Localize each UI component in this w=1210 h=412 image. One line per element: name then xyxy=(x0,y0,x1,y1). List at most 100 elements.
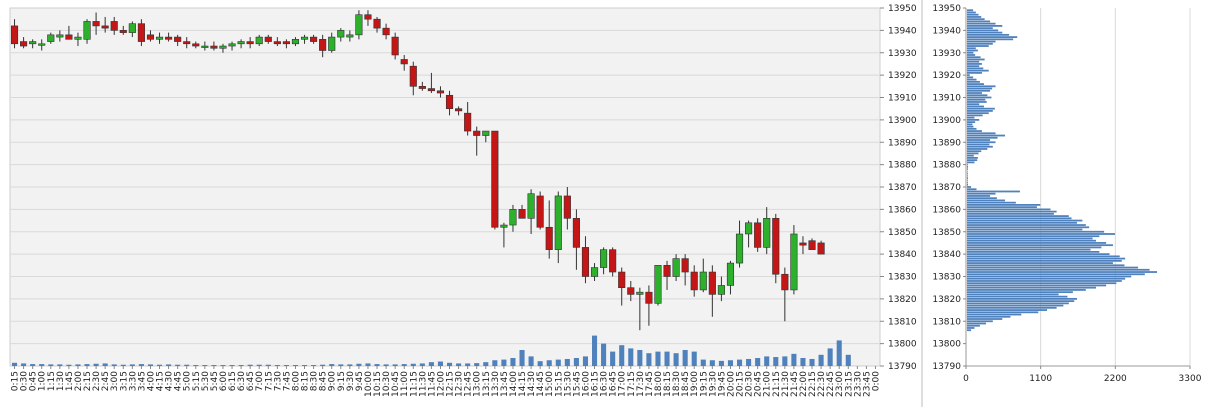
candle-body xyxy=(20,41,28,47)
candle-body xyxy=(119,30,127,33)
profile-bar xyxy=(967,38,1014,41)
volume-bar xyxy=(265,364,271,366)
profile-bar xyxy=(967,134,1006,137)
price-tick-label: 13820 xyxy=(888,295,917,305)
profile-volume-tick-label: 3300 xyxy=(1179,374,1202,384)
time-tick-label: 22:15 xyxy=(808,371,818,397)
candle-body xyxy=(799,242,807,246)
profile-bar xyxy=(967,154,974,157)
profile-bar xyxy=(967,302,1069,305)
candle-body xyxy=(445,94,454,109)
time-tick-label: 13:30 xyxy=(491,371,501,397)
profile-bar xyxy=(967,304,1064,307)
profile-price-tick-label: 13800 xyxy=(932,340,961,350)
time-tick-label: 10:30 xyxy=(382,371,392,397)
volume-bar xyxy=(202,365,208,366)
time-tick-label: 4:45 xyxy=(174,371,184,391)
candle-body xyxy=(618,271,626,288)
volume-bar xyxy=(800,358,806,366)
profile-bar xyxy=(967,186,972,188)
candle-body xyxy=(482,130,490,136)
time-tick-label: 21:30 xyxy=(781,371,791,397)
profile-bar xyxy=(967,56,981,59)
candle-body xyxy=(282,41,290,45)
profile-volume-tick-label: 0 xyxy=(963,374,969,384)
price-tick-label: 13840 xyxy=(888,250,917,260)
volume-bar xyxy=(356,363,362,366)
volume-bar xyxy=(555,359,561,366)
time-tick-label: 1:30 xyxy=(56,371,66,391)
time-tick-label: 17:30 xyxy=(636,371,646,397)
profile-bar xyxy=(967,327,975,329)
time-tick-label: 21:15 xyxy=(772,371,782,397)
time-tick-label: 8:15 xyxy=(301,371,311,391)
candle-body xyxy=(10,25,19,45)
profile-price-tick-label: 13910 xyxy=(932,94,961,104)
profile-bar xyxy=(967,293,1059,296)
volume-bar xyxy=(147,364,154,366)
profile-bar xyxy=(967,197,997,200)
volume-bar xyxy=(755,358,761,366)
time-tick-label: 23:45 xyxy=(862,371,872,397)
volume-bar xyxy=(57,364,63,366)
candle-body xyxy=(56,34,64,38)
price-tick-label: 13910 xyxy=(888,94,917,104)
time-tick-label: 19:15 xyxy=(699,371,709,397)
candle-body xyxy=(563,195,571,219)
time-tick-label: 6:30 xyxy=(237,371,247,391)
volume-bar xyxy=(673,353,679,366)
candle-body xyxy=(137,23,145,42)
time-tick-label: 23:15 xyxy=(844,371,854,397)
profile-bar xyxy=(967,190,1020,193)
profile-price-tick-label: 13880 xyxy=(932,161,961,171)
time-tick-label: 20:15 xyxy=(736,371,746,397)
profile-bar xyxy=(967,210,1057,213)
candle-body xyxy=(654,265,662,304)
candle-body xyxy=(364,14,372,20)
profile-bar xyxy=(967,233,1115,235)
candle-body xyxy=(455,108,463,112)
profile-bar xyxy=(967,89,991,92)
price-tick-label: 13850 xyxy=(888,228,917,238)
profile-bar xyxy=(967,259,1122,262)
profile-bar xyxy=(967,36,1018,38)
time-tick-label: 16:00 xyxy=(581,371,591,397)
profile-price-tick-label: 13830 xyxy=(932,273,961,283)
profile-price-tick-label: 13920 xyxy=(932,71,961,81)
time-tick-label: 14:00 xyxy=(509,371,519,397)
time-tick-label: 5:00 xyxy=(183,371,193,391)
profile-bar xyxy=(967,65,980,68)
time-tick-label: 7:30 xyxy=(273,371,283,391)
volume-bar xyxy=(39,364,45,366)
volume-bar xyxy=(320,364,326,366)
profile-bar xyxy=(967,114,983,117)
volume-bar xyxy=(465,363,471,366)
profile-bar xyxy=(967,83,984,85)
candle-body xyxy=(735,233,744,264)
time-tick-label: 3:15 xyxy=(119,371,129,391)
profile-bar xyxy=(967,49,978,52)
profile-volume-tick-label: 1100 xyxy=(1029,374,1052,384)
time-tick-label: 17:00 xyxy=(618,371,628,397)
time-tick-label: 20:45 xyxy=(754,371,764,397)
profile-price-tick-label: 13890 xyxy=(932,138,961,148)
profile-bar xyxy=(967,29,999,32)
candle-body xyxy=(808,240,816,250)
candle-body xyxy=(636,291,644,295)
candle-body xyxy=(536,195,544,228)
profile-bar xyxy=(967,255,1120,258)
profile-bar xyxy=(967,47,976,50)
volume-bar xyxy=(537,361,543,366)
profile-bar xyxy=(967,152,979,155)
profile-bar xyxy=(967,58,985,61)
profile-bar xyxy=(967,215,1069,217)
profile-bar xyxy=(967,168,968,170)
volume-bar xyxy=(510,358,516,366)
time-tick-label: 19:45 xyxy=(717,371,727,397)
volume-bar xyxy=(700,359,706,366)
profile-bar xyxy=(967,20,991,23)
profile-bar xyxy=(967,145,993,148)
volume-bar xyxy=(292,365,299,366)
volume-bar xyxy=(573,358,579,366)
profile-bar xyxy=(967,183,969,186)
